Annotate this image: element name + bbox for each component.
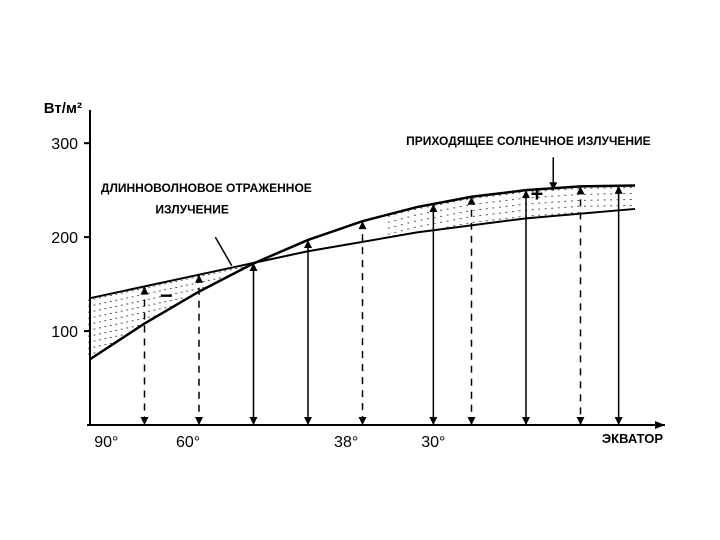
x-tick-label: 30° xyxy=(421,434,445,451)
chart-container: 100 200 300 Вт/м² 90° 60° 38° 30° ЭКВАТОР ПРИХОДЯ… xyxy=(0,0,720,540)
label-incoming: ПРИХОДЯЩЕЕ СОЛНЕЧНОЕ ИЗЛУЧЕНИЕ xyxy=(406,134,651,148)
y-tick-label: 300 xyxy=(51,136,78,153)
minus-sign: − xyxy=(160,283,173,308)
radiation-balance-chart: 100 200 300 Вт/м² 90° 60° 38° 30° ЭКВАТОР ПРИХОДЯ… xyxy=(0,0,720,540)
y-axis-label: Вт/м² xyxy=(44,100,82,117)
x-tick-label: 38° xyxy=(334,434,358,451)
x-tick-label: 90° xyxy=(94,434,118,451)
label-reflected-2: ИЗЛУЧЕНИЕ xyxy=(155,203,228,217)
y-tick-label: 100 xyxy=(51,324,78,341)
x-axis-label: ЭКВАТОР xyxy=(602,431,663,446)
x-tick-label: 60° xyxy=(176,434,200,451)
y-tick-label: 200 xyxy=(51,230,78,247)
label-reflected-1: ДЛИННОВОЛНОВОЕ ОТРАЖЕННОЕ xyxy=(101,181,312,195)
plus-sign: + xyxy=(530,181,543,206)
